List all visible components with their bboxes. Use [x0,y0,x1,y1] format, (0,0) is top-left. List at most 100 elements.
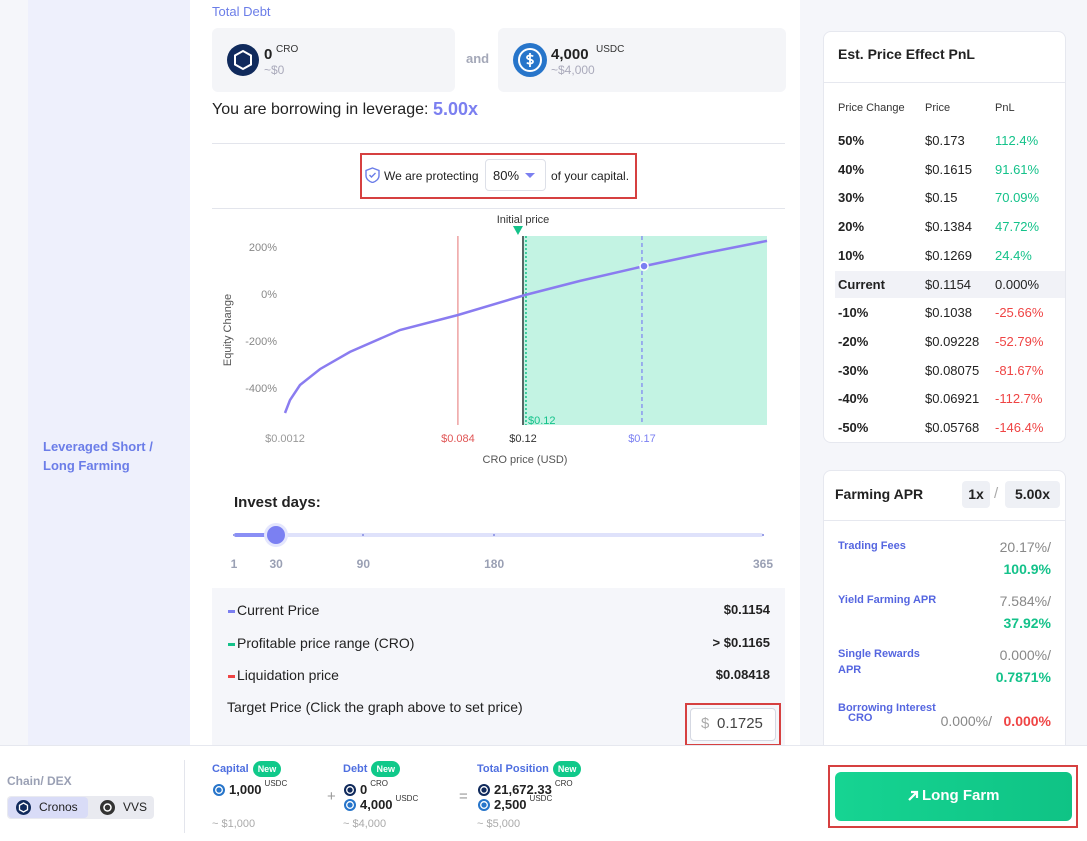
pnl-value: 24.4% [995,247,1032,263]
amount-symbol: USDC [264,779,288,788]
legend-dash [228,675,235,678]
initial-marker [512,226,523,235]
amount: 4,000 [360,797,393,812]
button-frame [828,765,1078,828]
long-farm-button[interactable] [835,772,1072,821]
apr-base: 20.17%/ [999,539,1051,555]
icon-shape [344,799,356,811]
icon-shape [213,784,225,796]
apr-leveraged: 0.000% [1003,713,1051,729]
divider [824,520,1065,521]
icon-shape [480,786,488,794]
invest-title: Invest days: [234,494,321,511]
apr-label[interactable]: Single Rewards APR [838,648,920,676]
apr-label[interactable]: Trading Fees [838,540,906,552]
pnl-change: 50% [838,133,865,148]
pnl-price: $0.08075 [925,362,980,378]
caret-icon [525,173,535,178]
protection-select[interactable] [485,159,546,191]
amount-symbol: USDC [529,794,553,803]
apr-label[interactable]: Yield Farming APR [838,594,937,606]
target-label: Target Price (Click the graph above to s… [227,699,523,715]
pnl-value: -25.66% [995,305,1044,321]
pnl-title: Est. Price Effect PnL [838,46,975,62]
button-label: Long Farm [922,787,1000,804]
icon-shape [215,786,223,794]
chain-label: Chain/ DEX [7,774,72,788]
pnl-change: -50% [838,420,869,435]
new-badge: New [552,761,582,777]
slider-handle[interactable] [267,526,286,544]
amount-symbol: CRO [554,779,573,788]
pnl-header: PnL [995,102,1015,114]
column-label: Capital [212,763,249,775]
cro-icon [344,784,356,796]
pnl-value: 70.09% [995,190,1040,206]
pnl-change: -40% [838,391,869,407]
y-axis-label: Equity Change [222,294,234,366]
pnl-price: $0.09228 [925,333,980,349]
token-usd: ~$4,000 [551,63,595,77]
pnl-price: $0.173 [925,133,965,148]
apr-sub-label: CRO [848,712,873,724]
amount-symbol: CRO [370,779,389,788]
slider-tick-label: 90 [356,557,370,571]
pnl-value: 91.61% [995,161,1040,177]
y-tick-label: -400% [245,383,277,395]
divider [212,143,785,144]
pnl-header: Price Change [838,102,905,114]
pnl-value: 47.72% [995,219,1040,235]
y-tick-label: 200% [249,242,277,254]
pnl-value: -112.7% [995,391,1043,407]
icon-shape [480,801,488,809]
chain-name[interactable]: VVS [123,800,148,814]
shield-icon [365,167,380,183]
token-symbol: USDC [596,44,625,55]
slider-tick-label: 30 [269,557,283,571]
sidebar-label[interactable]: Leveraged Short / Long Farming [43,439,153,473]
pnl-change: -10% [838,305,869,321]
summary-label: Profitable price range (CRO) [237,634,415,651]
x-tick-label: $0.084 [441,433,475,445]
equity-curve [283,239,768,414]
slider-dot [493,534,496,536]
slider-tick-label: 1 [230,557,238,571]
summary-value: > $0.1165 [712,634,770,650]
y-tick-label: 0% [261,289,277,301]
summary-box [212,588,785,748]
pnl-chart[interactable]: 200% 0% -200% -400% $0.0012 $0.084 $0.12 $0.17 I… [212,209,785,471]
apr-leveraged: 0.7871% [995,669,1051,685]
slider-dot [233,534,235,536]
amount-symbol: USDC [395,794,419,803]
x-axis-label: CRO price (USD) [483,454,568,466]
amount: 0 [360,782,368,797]
apr-option[interactable]: 1x [962,481,990,508]
chain-name: Cronos [39,800,78,814]
target-point [639,261,649,271]
usdc-icon [478,799,490,811]
x-tick-label: $0.17 [628,433,656,445]
new-badge: New [371,761,400,777]
pnl-value: 112.4% [995,133,1039,148]
icon-shape [346,786,354,794]
apr-label[interactable]: Borrowing Interest [838,702,936,714]
pnl-price: $0.1615 [925,161,972,177]
protection-prefix: We are protecting [384,169,479,183]
leverage-label: You are borrowing in leverage: [212,101,429,118]
pnl-change: -30% [838,362,869,378]
slider-dot [762,534,764,536]
debt-title: Total Debt [212,4,271,19]
slider-track [234,533,763,537]
cro-icon [227,44,259,76]
apr-option[interactable]: 5.00x [1005,481,1060,508]
initial-label: Initial price [497,214,550,226]
slider-dot [362,534,365,536]
vvs-icon [100,800,115,815]
apr-base: 0.000%/ [999,647,1051,663]
summary-value: $0.1154 [723,602,770,617]
target-input[interactable] [690,708,776,741]
icon-shape [346,801,354,809]
column-label: Debt [343,763,368,775]
protection-value: 80% [493,168,520,183]
token-symbol: CRO [276,44,299,55]
